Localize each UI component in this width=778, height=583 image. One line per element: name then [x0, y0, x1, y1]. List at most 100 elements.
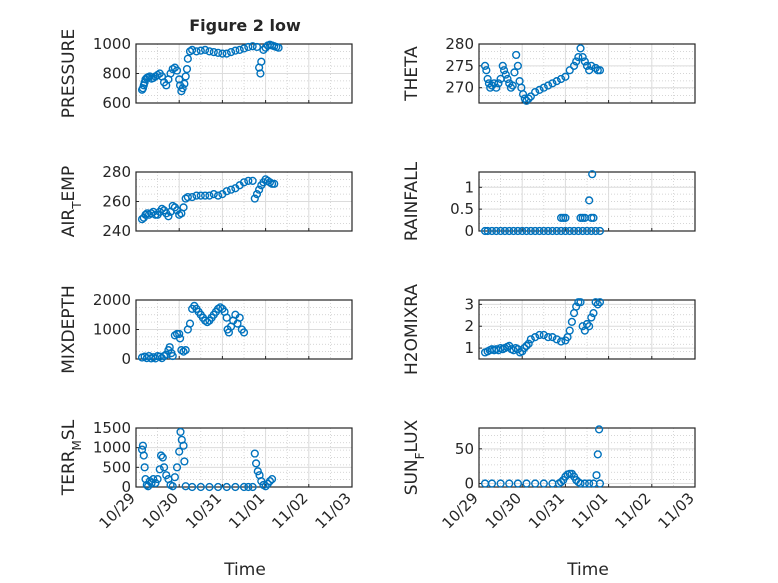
- y-tick-label: 800: [102, 65, 131, 83]
- x-tick-label: 10/30: [482, 489, 525, 532]
- data-point: [175, 447, 184, 456]
- data-point: [548, 79, 557, 88]
- data-point: [244, 482, 253, 492]
- data-point: [175, 329, 184, 339]
- data-point: [222, 482, 231, 492]
- axes-box: [478, 43, 696, 104]
- data-point: [531, 87, 540, 97]
- x-axis-label-right: Time: [566, 560, 609, 580]
- data-point: [185, 319, 195, 328]
- data-point: [188, 45, 197, 55]
- data-point: [567, 317, 576, 326]
- data-point: [595, 66, 605, 75]
- x-tick-label: 11/02: [268, 489, 311, 532]
- y-tick-label: 1000: [93, 321, 131, 339]
- data-point: [192, 47, 201, 56]
- subplot-2: 240 260 280 AIRTEMP: [59, 163, 353, 240]
- y-tick-label: 1: [464, 339, 474, 357]
- data-point: [592, 471, 601, 480]
- data-point: [578, 226, 587, 236]
- data-point: [257, 57, 266, 66]
- data-point: [520, 343, 529, 353]
- data-point: [582, 319, 592, 329]
- data-point: [140, 463, 149, 472]
- data-point: [257, 477, 266, 486]
- data-point: [141, 210, 150, 219]
- y-tick-label: 600: [102, 94, 131, 112]
- data-point: [139, 451, 148, 460]
- axes-box: [135, 171, 353, 232]
- data-point: [522, 479, 531, 488]
- y-tick-label: 0: [121, 350, 131, 368]
- data-point: [556, 478, 566, 487]
- data-point: [256, 69, 265, 78]
- x-tick-label: 10/31: [182, 489, 225, 532]
- data-point: [483, 74, 492, 84]
- data-point: [585, 322, 594, 331]
- data-point: [138, 441, 148, 450]
- y-tick-label: 0: [464, 222, 474, 240]
- data-point: [591, 298, 600, 307]
- data-point: [513, 479, 522, 488]
- data-point: [556, 226, 566, 236]
- x-axis-label-left: Time: [223, 560, 266, 580]
- data-point: [512, 50, 521, 60]
- y-tick-label: 1000: [93, 35, 131, 53]
- data-point: [574, 226, 583, 236]
- data-point: [595, 298, 605, 307]
- data-point: [267, 475, 277, 484]
- data-point: [490, 79, 499, 88]
- y-tick-label: 0: [121, 478, 131, 496]
- data-point: [222, 49, 231, 58]
- data-point: [226, 48, 236, 57]
- data-point: [508, 81, 517, 90]
- data-point: [209, 190, 218, 199]
- data-point: [595, 226, 605, 236]
- data-point: [178, 84, 187, 93]
- data-point: [524, 94, 533, 103]
- data-point: [239, 482, 249, 492]
- data-point: [544, 333, 553, 342]
- data-point: [591, 63, 600, 73]
- data-point: [524, 339, 533, 348]
- data-point: [213, 191, 223, 200]
- data-point: [222, 313, 231, 322]
- data-point: [248, 176, 257, 185]
- data-point: [196, 482, 205, 492]
- data-point: [494, 79, 503, 88]
- data-point: [250, 194, 259, 203]
- data-point: [480, 61, 490, 70]
- data-point: [589, 309, 598, 318]
- y-tick-label: 260: [102, 193, 131, 211]
- data-point: [587, 226, 596, 236]
- data-point: [544, 81, 553, 90]
- data-point: [270, 179, 279, 188]
- data-point: [180, 457, 189, 466]
- data-point: [235, 45, 244, 55]
- x-tick-label: 11/01: [568, 489, 611, 532]
- data-point: [274, 43, 283, 52]
- data-point: [539, 83, 548, 92]
- data-point: [585, 479, 594, 488]
- x-tick-label: 10/30: [139, 489, 182, 532]
- data-point: [539, 330, 548, 340]
- data-point: [168, 482, 177, 491]
- data-point: [526, 92, 535, 101]
- y-axis-label: AIRTEMP: [59, 166, 84, 237]
- data-point: [196, 191, 205, 200]
- y-tick-label: 240: [102, 222, 131, 240]
- data-point: [259, 45, 268, 55]
- data-point: [556, 337, 566, 346]
- subplot-4: 0 1000 2000 MIXDEPTH: [59, 285, 353, 374]
- data-point: [147, 478, 156, 488]
- axes-box: [135, 427, 353, 488]
- data-point: [594, 425, 604, 434]
- y-axis-label: SUNFLUX: [402, 419, 427, 495]
- y-tick-label: 500: [102, 458, 131, 476]
- data-point: [531, 479, 540, 488]
- data-point: [483, 226, 492, 236]
- y-axis-label: RAINFALL: [402, 161, 422, 241]
- data-point: [239, 328, 249, 337]
- y-axis-label: PRESSURE: [59, 29, 79, 118]
- axes-box: [478, 299, 696, 360]
